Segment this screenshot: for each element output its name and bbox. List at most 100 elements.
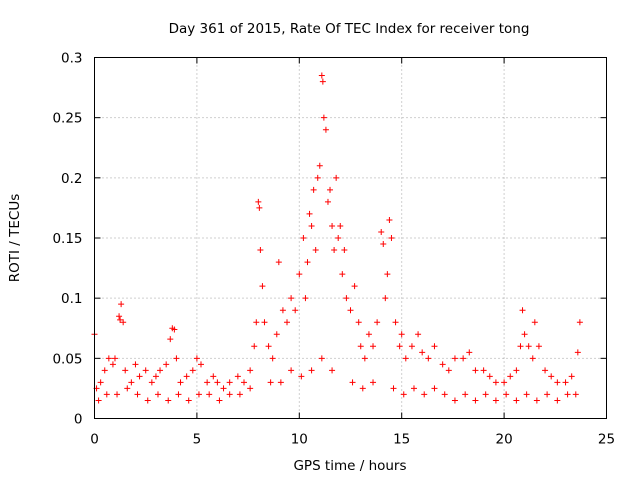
y-tick-label: 0.25 bbox=[52, 111, 82, 127]
data-point bbox=[382, 295, 389, 302]
data-point bbox=[482, 391, 489, 398]
data-point bbox=[251, 343, 258, 350]
data-point bbox=[175, 391, 182, 398]
data-point bbox=[525, 343, 532, 350]
data-point bbox=[247, 385, 254, 392]
data-point bbox=[292, 307, 299, 314]
data-point bbox=[400, 391, 407, 398]
data-point bbox=[124, 385, 131, 392]
data-point bbox=[431, 385, 438, 392]
data-point bbox=[408, 343, 415, 350]
data-point bbox=[521, 331, 528, 338]
data-point bbox=[95, 397, 102, 404]
data-point bbox=[355, 319, 362, 326]
data-point bbox=[492, 397, 499, 404]
data-point bbox=[529, 355, 536, 362]
x-tick-label: 10 bbox=[291, 432, 308, 448]
data-point bbox=[122, 367, 129, 374]
data-point bbox=[341, 247, 348, 254]
data-point bbox=[503, 391, 510, 398]
data-point bbox=[535, 343, 542, 350]
data-point bbox=[318, 72, 325, 79]
data-point bbox=[241, 379, 248, 386]
data-point bbox=[507, 373, 514, 380]
data-point bbox=[316, 162, 323, 169]
data-point bbox=[472, 397, 479, 404]
data-point bbox=[257, 247, 264, 254]
data-point bbox=[220, 385, 227, 392]
data-point bbox=[154, 391, 161, 398]
data-point bbox=[349, 379, 356, 386]
data-point bbox=[284, 319, 291, 326]
x-tick-label: 15 bbox=[393, 432, 410, 448]
data-point bbox=[277, 379, 284, 386]
data-point bbox=[256, 204, 263, 211]
data-point bbox=[275, 259, 282, 266]
data-point bbox=[513, 367, 520, 374]
data-point bbox=[195, 391, 202, 398]
data-point bbox=[298, 373, 305, 380]
data-point bbox=[116, 313, 123, 320]
data-point bbox=[451, 355, 458, 362]
data-point bbox=[177, 379, 184, 386]
data-point bbox=[462, 391, 469, 398]
data-point bbox=[396, 343, 403, 350]
data-point bbox=[236, 391, 243, 398]
data-point bbox=[554, 397, 561, 404]
data-point bbox=[544, 391, 551, 398]
data-point bbox=[562, 379, 569, 386]
data-point bbox=[390, 385, 397, 392]
data-point bbox=[142, 367, 149, 374]
data-point bbox=[97, 379, 104, 386]
data-point bbox=[568, 373, 575, 380]
data-point bbox=[318, 355, 325, 362]
data-point bbox=[419, 349, 426, 356]
data-point bbox=[157, 367, 164, 374]
data-point bbox=[226, 379, 233, 386]
data-point bbox=[259, 283, 266, 290]
data-point bbox=[574, 349, 581, 356]
data-point bbox=[310, 186, 317, 193]
data-point bbox=[486, 373, 493, 380]
data-point bbox=[136, 373, 143, 380]
data-point bbox=[183, 373, 190, 380]
data-point bbox=[331, 247, 338, 254]
data-point bbox=[185, 397, 192, 404]
data-point bbox=[296, 271, 303, 278]
data-point bbox=[314, 174, 321, 181]
data-point bbox=[109, 361, 116, 368]
data-point bbox=[117, 316, 124, 323]
data-point bbox=[320, 114, 327, 121]
x-tick-label: 25 bbox=[598, 432, 615, 448]
data-point bbox=[333, 174, 340, 181]
data-point bbox=[572, 391, 579, 398]
data-point bbox=[269, 355, 276, 362]
data-point bbox=[300, 235, 307, 241]
x-tick-label: 0 bbox=[90, 432, 99, 448]
data-point bbox=[319, 78, 326, 85]
data-point bbox=[267, 379, 274, 386]
data-point bbox=[214, 379, 221, 386]
data-point bbox=[103, 391, 110, 398]
data-point bbox=[210, 373, 217, 380]
data-point bbox=[374, 319, 381, 326]
data-point bbox=[148, 379, 155, 386]
data-point bbox=[370, 343, 377, 350]
data-point bbox=[492, 379, 499, 386]
data-point bbox=[339, 271, 346, 278]
data-point bbox=[441, 391, 448, 398]
data-point bbox=[105, 355, 112, 362]
data-point bbox=[380, 241, 387, 248]
data-point bbox=[128, 379, 135, 386]
data-point bbox=[402, 355, 409, 362]
data-point bbox=[193, 355, 200, 362]
y-axis-label: ROTI / TECUs bbox=[7, 194, 23, 282]
data-point bbox=[513, 397, 520, 404]
data-point bbox=[134, 391, 141, 398]
data-point bbox=[533, 397, 540, 404]
data-point bbox=[445, 367, 452, 374]
data-point bbox=[431, 343, 438, 350]
data-point bbox=[132, 361, 139, 368]
data-point bbox=[531, 319, 538, 326]
data-point bbox=[273, 331, 280, 338]
